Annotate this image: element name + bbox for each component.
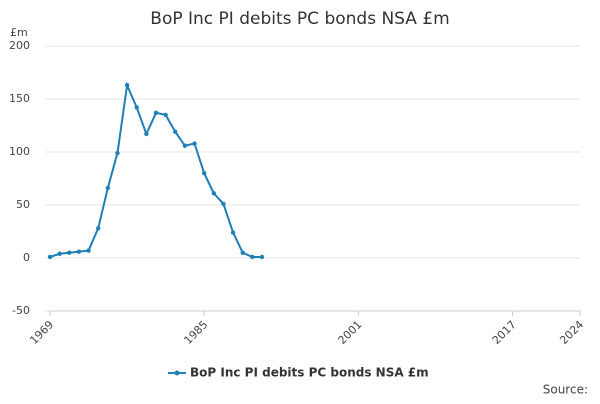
point <box>192 141 197 146</box>
point <box>57 251 62 256</box>
point <box>153 110 159 115</box>
x-tick-label: 2024 <box>557 318 586 347</box>
point <box>211 191 217 196</box>
point <box>86 248 91 253</box>
point <box>173 129 178 135</box>
point <box>259 254 265 260</box>
y-tick-label: 50 <box>16 198 30 211</box>
chart-title: BoP Inc PI debits PC bonds NSA £m <box>150 9 449 29</box>
source: Source: <box>543 383 588 397</box>
x-tick-label: 2001 <box>336 318 365 347</box>
x-tick-label: 1985 <box>181 318 210 347</box>
point <box>201 171 207 176</box>
point <box>67 250 72 255</box>
y-tick-label: 150 <box>9 92 30 105</box>
point <box>221 201 226 207</box>
point <box>115 150 120 156</box>
point <box>95 226 101 231</box>
point <box>124 83 130 88</box>
point <box>47 254 53 260</box>
y-axis-label: £m <box>10 26 28 39</box>
point <box>250 254 255 260</box>
legend-label: BoP Inc PI debits PC bonds NSA £m <box>190 366 429 380</box>
legend-marker <box>174 370 180 376</box>
point <box>182 143 188 148</box>
point <box>240 250 245 255</box>
point <box>134 105 139 110</box>
point <box>105 185 111 191</box>
y-tick-label: 100 <box>9 145 30 158</box>
y-tick-label: 0 <box>23 251 30 264</box>
y-tick-label: 200 <box>9 39 30 52</box>
x-tick-label: 2017 <box>490 318 519 347</box>
point <box>144 131 149 137</box>
x-tick-label: 1969 <box>27 318 56 347</box>
point <box>163 112 168 118</box>
point <box>76 249 82 254</box>
y-tick-label: -50 <box>12 304 30 317</box>
point <box>230 230 236 235</box>
